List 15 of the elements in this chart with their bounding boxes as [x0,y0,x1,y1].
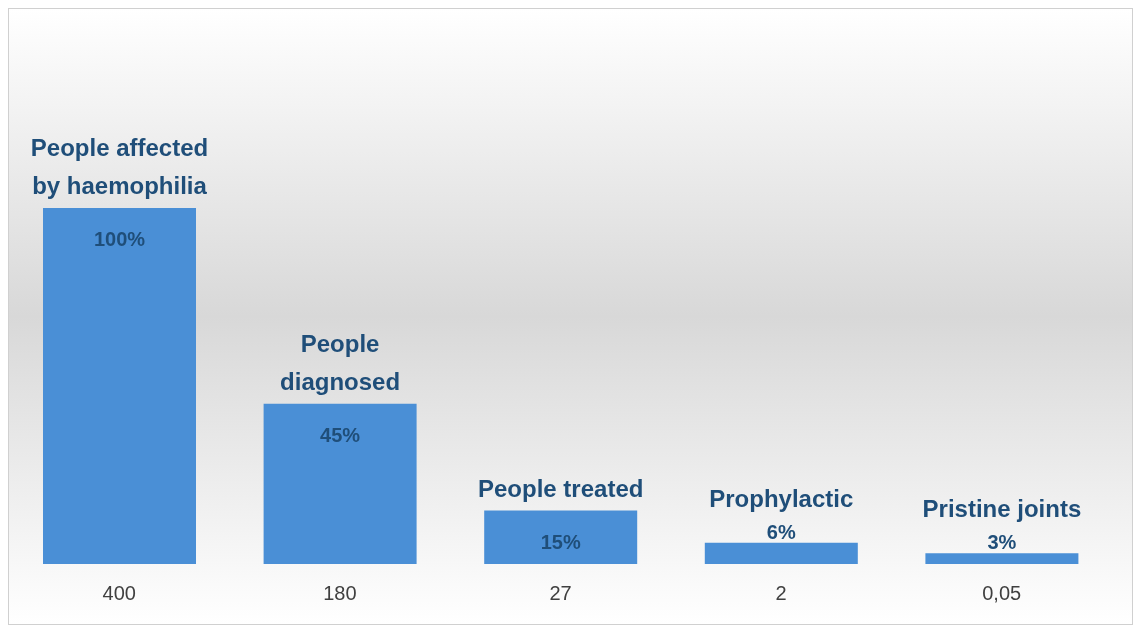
annotation: People affected by haemophilia [30,134,209,199]
data-label: 100% [93,228,146,250]
x-tick-label: 180 [323,582,357,605]
annotation: People diagnosed [280,329,401,395]
annotation: Pristine joints [922,495,1082,523]
data-label: 15% [540,530,581,553]
data-label: 3% [987,531,1017,554]
data-label: 45% [320,423,361,446]
data-label: 6% [766,520,796,543]
x-tick-label: 2 [775,582,787,605]
x-tick-label: 0,05 [982,582,1022,605]
x-tick-label: 400 [102,582,136,605]
annotation: People treated [478,474,644,502]
annotation: Prophylactic [709,484,854,512]
x-tick-label: 27 [549,582,572,605]
